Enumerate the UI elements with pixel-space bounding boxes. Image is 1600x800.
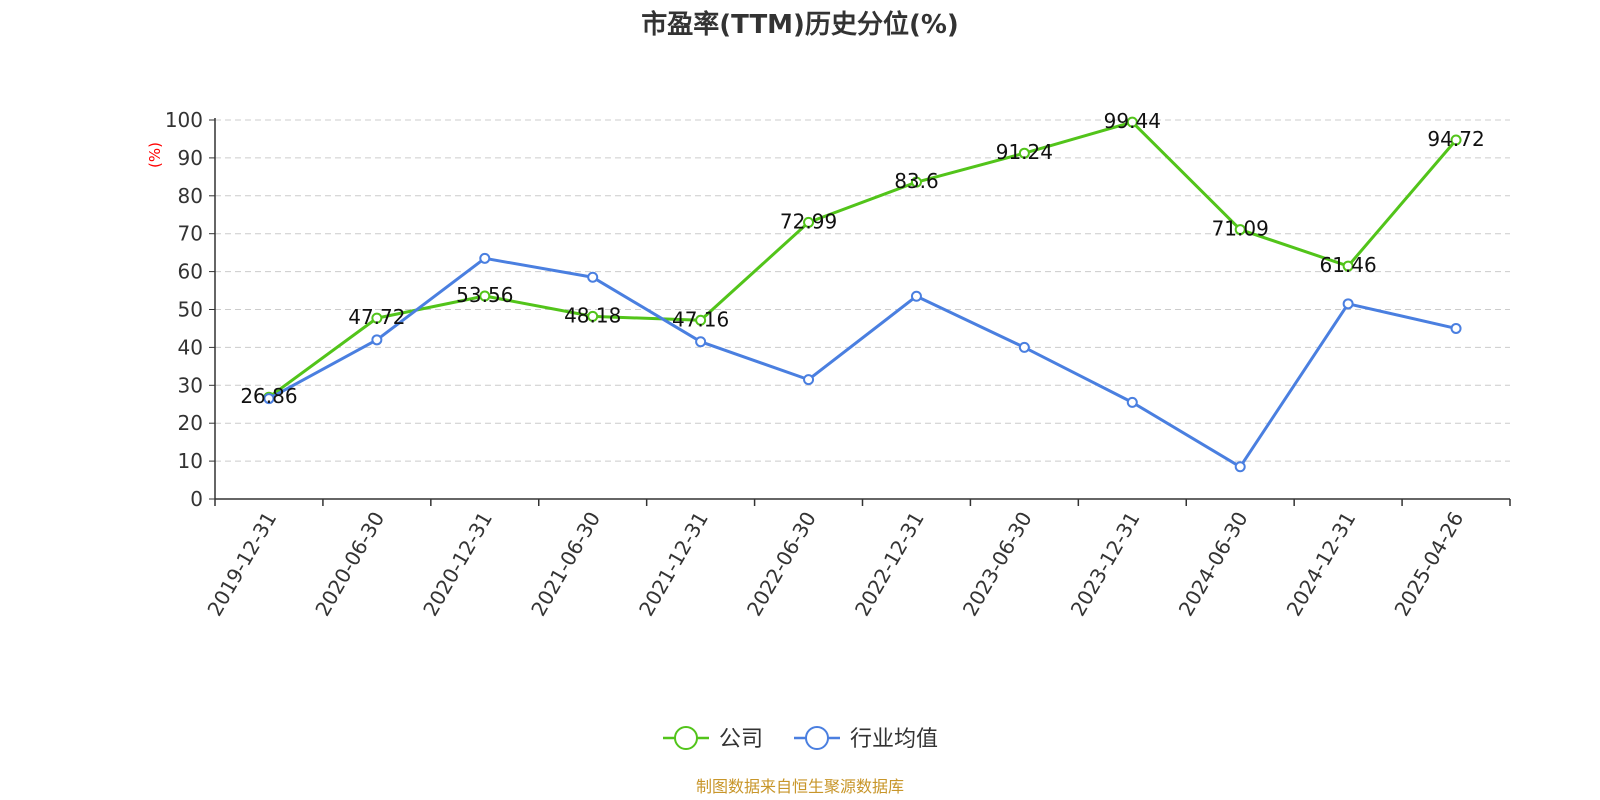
x-tick-label: 2022-06-30 (742, 508, 821, 621)
y-tick-label: 70 (178, 222, 203, 246)
data-label: 26.86 (240, 384, 297, 408)
data-label: 91.24 (996, 140, 1053, 164)
x-tick-label: 2025-04-26 (1389, 508, 1468, 621)
legend[interactable]: 公司 行业均值 (663, 726, 938, 752)
data-label: 72.99 (780, 209, 837, 233)
data-point (371, 334, 383, 346)
x-tick-label: 2020-06-30 (310, 508, 389, 621)
y-tick-label: 60 (178, 260, 203, 284)
y-tick-label: 90 (178, 146, 203, 170)
y-tick-label: 100 (165, 108, 203, 132)
series-line-1 (268, 256, 1457, 469)
legend-label: 行业均值 (850, 727, 938, 752)
data-point (803, 216, 815, 228)
legend-marker-icon (674, 726, 698, 750)
x-tick-label: 2021-06-30 (526, 508, 605, 621)
data-label: 71.09 (1212, 217, 1269, 241)
x-tick-label: 2023-06-30 (958, 508, 1037, 621)
y-tick-label: 20 (178, 411, 203, 435)
data-label: 99.44 (1104, 109, 1161, 133)
chart-title: 市盈率(TTM)历史分位(%) (641, 9, 959, 40)
y-tick-label: 40 (178, 335, 203, 359)
series-group (263, 116, 1462, 473)
x-axis-ticks: 2019-12-31 2020-06-30 2020-12-31 2021-06-30… (202, 499, 1511, 621)
data-point (1234, 224, 1246, 236)
x-tick-label: 2024-06-30 (1174, 508, 1253, 621)
data-point (1342, 260, 1354, 272)
data-label: 94.72 (1427, 127, 1484, 151)
series-line-0 (268, 120, 1458, 399)
data-point (1234, 461, 1246, 473)
y-axis-label: (%) (146, 142, 164, 168)
data-point (1018, 341, 1030, 353)
data-point (587, 271, 599, 283)
data-label: 48.18 (564, 303, 621, 327)
data-point (1126, 116, 1138, 128)
x-tick-label: 2024-12-31 (1282, 508, 1361, 621)
data-point (803, 374, 815, 386)
source-note: 制图数据来自恒生聚源数据库 (696, 777, 904, 796)
data-label: 53.56 (456, 283, 513, 307)
data-point (1126, 396, 1138, 408)
data-point (479, 252, 491, 264)
y-axis-ticks: 0 10 20 30 40 50 60 70 80 90 100 (165, 108, 215, 511)
grid-lines (215, 119, 1510, 462)
x-tick-label: 2022-12-31 (850, 508, 929, 621)
y-tick-label: 30 (178, 373, 203, 397)
data-point (1450, 134, 1462, 146)
y-tick-label: 10 (178, 449, 203, 473)
data-point (695, 314, 707, 326)
y-tick-label: 80 (178, 184, 203, 208)
data-label: 47.16 (672, 307, 729, 331)
data-labels: 26.86 47.72 53.56 48.18 47.16 72.99 83.6 91.24 9… (240, 109, 1484, 408)
y-tick-label: 0 (190, 487, 203, 511)
y-tick-label: 50 (178, 298, 203, 322)
legend-marker-icon (805, 726, 829, 750)
axes (214, 118, 1510, 500)
data-label: 61.46 (1319, 253, 1376, 277)
x-tick-label: 2020-12-31 (418, 508, 497, 621)
data-point (910, 290, 922, 302)
data-point (371, 312, 383, 324)
x-tick-label: 2019-12-31 (202, 508, 281, 621)
data-label: 47.72 (348, 305, 405, 329)
legend-label: 公司 (719, 727, 763, 752)
data-point (587, 310, 599, 322)
data-point (479, 290, 491, 302)
data-point (695, 336, 707, 348)
x-tick-label: 2021-12-31 (634, 508, 713, 621)
data-point (1342, 298, 1354, 310)
x-tick-label: 2023-12-31 (1066, 508, 1145, 621)
data-point (263, 393, 275, 405)
data-point (1018, 147, 1030, 159)
data-point (1450, 322, 1462, 334)
data-point (910, 176, 922, 188)
data-label: 83.6 (894, 169, 939, 193)
